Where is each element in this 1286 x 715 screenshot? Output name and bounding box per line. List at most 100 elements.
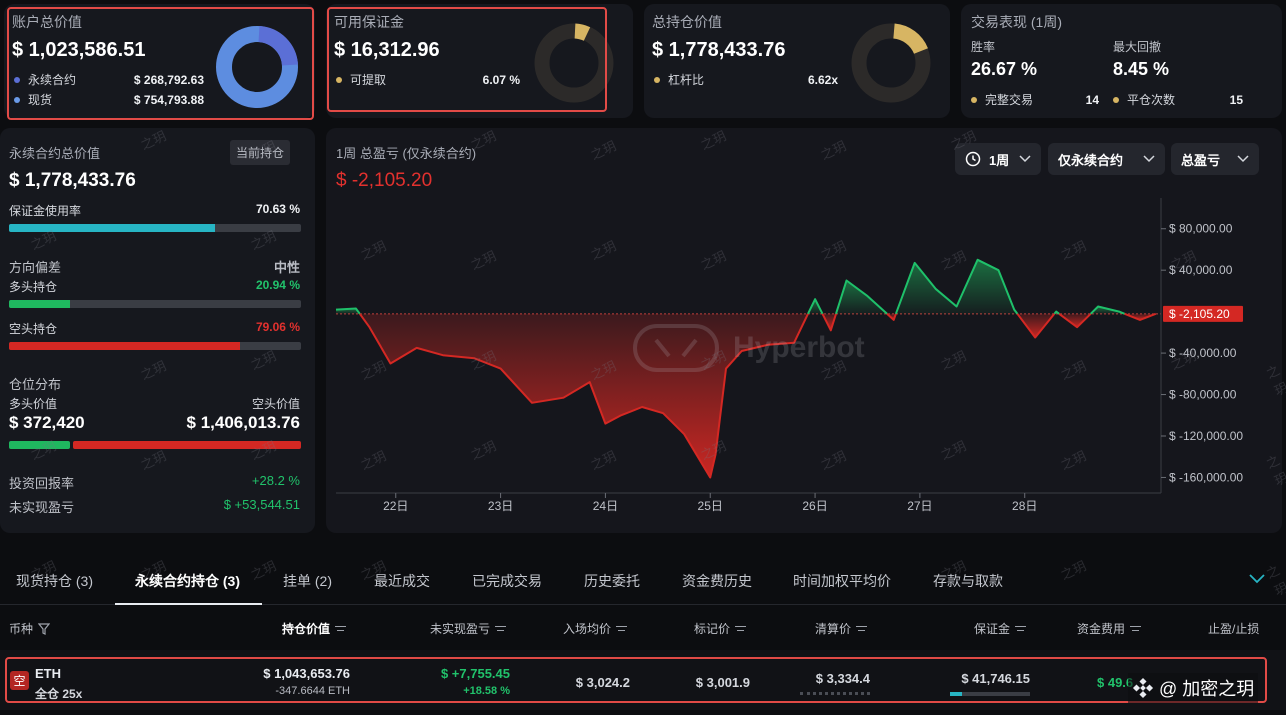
- scope-dropdown[interactable]: 仅永续合约: [1048, 143, 1165, 175]
- x-tick-label: 24日: [593, 499, 618, 513]
- tab-recent-fills[interactable]: 最近成交: [374, 573, 430, 589]
- tab-spot-positions[interactable]: 现货持仓 (3): [16, 573, 93, 589]
- table-row[interactable]: [0, 650, 1286, 710]
- upnl-percent: +18.58 %: [463, 685, 510, 697]
- header-mark-price[interactable]: 标记价: [694, 620, 747, 637]
- tab-bar: [0, 555, 1286, 605]
- collapse-chevron-icon[interactable]: [1249, 574, 1265, 584]
- tab-twap[interactable]: 时间加权平均价: [793, 573, 891, 589]
- period-dropdown[interactable]: 1周: [955, 143, 1041, 175]
- legend-closes: 平仓次数 15: [1113, 91, 1243, 108]
- profit-area: [1090, 306, 1125, 314]
- metric-dropdown[interactable]: 总盈亏: [1171, 143, 1259, 175]
- profit-line: [894, 258, 1019, 315]
- roi-label: 投资回报率: [9, 476, 75, 491]
- coin-name[interactable]: ETH: [35, 666, 61, 681]
- tab-open-orders[interactable]: 挂单 (2): [283, 573, 332, 589]
- leverage-dot-icon: [654, 76, 660, 83]
- sort-icon: [495, 625, 507, 633]
- current-positions-button[interactable]: 当前持仓: [230, 140, 291, 165]
- margin-usage-fill: [9, 224, 216, 232]
- account-donut-chart: [216, 26, 298, 108]
- x-tick-label: 22日: [383, 499, 408, 513]
- margin-level-fill: [950, 692, 962, 696]
- distribution-short: [73, 441, 301, 449]
- y-tick-label: $ -40,000.00: [1169, 346, 1237, 360]
- sort-icon: [1015, 625, 1027, 633]
- tab-deposits-withdrawals[interactable]: 存款与取款: [933, 573, 1003, 589]
- profit-area: [808, 299, 823, 314]
- legend-completed: 完整交易 14: [971, 91, 1099, 108]
- completed-dot-icon: [971, 96, 977, 103]
- x-tick-label: 28日: [1012, 499, 1037, 513]
- sort-icon: [1130, 625, 1142, 633]
- upnl-value: $ +53,544.51: [223, 497, 300, 512]
- corner-watermark: @ 加密之玥: [1128, 673, 1259, 703]
- pnl-value: $ -2,105.20: [336, 170, 433, 191]
- tab-completed-trades[interactable]: 已完成交易: [472, 573, 542, 589]
- tab-perp-positions[interactable]: 永续合约持仓 (3): [135, 573, 240, 589]
- long-value-label: 多头价值: [9, 397, 58, 411]
- position-size: -347.6644 ETH: [275, 685, 350, 697]
- spot-dot-icon: [14, 96, 20, 103]
- header-liq-price[interactable]: 清算价: [815, 620, 868, 637]
- y-tick-label: $ 40,000.00: [1169, 263, 1233, 277]
- win-rate-value: 26.67 %: [971, 59, 1038, 79]
- win-rate-label: 胜率: [971, 40, 996, 54]
- pnl-chart-panel: 1周 总盈亏 (仅永续合约) $ -2,105.20 1周 仅永续合约 总盈亏 …: [326, 128, 1282, 533]
- loss-line: [1124, 312, 1157, 321]
- sort-icon: [735, 625, 747, 633]
- x-tick-label: 23日: [488, 499, 513, 513]
- long-label: 多头持仓: [9, 280, 58, 294]
- holdings-title: 总持仓价值: [652, 14, 722, 30]
- margin-value[interactable]: $ 41,746.15: [961, 671, 1030, 686]
- pnl-area-chart: $ 80,000.00 $ 40,000.00 $ -40,000.00 $ -80,…: [335, 198, 1243, 513]
- header-margin[interactable]: 保证金: [974, 620, 1027, 637]
- distribution-label: 仓位分布: [9, 377, 62, 392]
- profit-line: [807, 298, 824, 315]
- perp-dot-icon: [14, 76, 20, 83]
- margin-title: 可用保证金: [334, 14, 404, 30]
- legend-perp: 永续合约 $ 268,792.63: [14, 71, 204, 88]
- long-position-value: $ 372,420: [9, 413, 85, 432]
- margin-donut-chart: [534, 23, 614, 103]
- long-value: 20.94 %: [255, 278, 300, 292]
- loss-area: [1017, 313, 1055, 338]
- liq-distance-indicator: [800, 692, 870, 695]
- hyperbot-logo-icon: [633, 324, 719, 372]
- legend-spot: 现货 $ 754,793.88: [14, 91, 204, 108]
- header-tp-sl[interactable]: 止盈/止损: [1208, 622, 1260, 636]
- y-tick-label: $ -80,000.00: [1169, 388, 1237, 402]
- tab-funding-history[interactable]: 资金费历史: [682, 573, 752, 589]
- drawdown-label: 最大回撤: [1113, 40, 1162, 54]
- account-value-title: 账户总价值: [12, 14, 82, 30]
- clock-icon: [965, 151, 981, 167]
- holdings-value: $ 1,778,433.76: [652, 39, 786, 61]
- header-entry-price[interactable]: 入场均价: [563, 620, 628, 637]
- legend-withdrawable: 可提取 6.07 %: [336, 71, 520, 88]
- chevron-down-icon: [1019, 155, 1031, 163]
- account-value-card: 账户总价值 $ 1,023,586.51 永续合约 $ 268,792.63 现…: [4, 4, 315, 118]
- loss-line: [1058, 312, 1092, 329]
- drawdown-value: 8.45 %: [1113, 59, 1170, 79]
- margin-usage-bar: [9, 224, 301, 232]
- short-fill: [9, 342, 240, 350]
- binance-logo-icon: [1132, 677, 1154, 699]
- loss-area: [1124, 313, 1156, 320]
- loss-area: [1059, 313, 1091, 328]
- long-fill: [9, 300, 71, 308]
- header-upnl[interactable]: 未实现盈亏: [430, 620, 507, 637]
- mark-price: $ 3,001.9: [695, 675, 750, 690]
- header-funding[interactable]: 资金费用: [1077, 620, 1142, 637]
- filter-icon[interactable]: [38, 622, 51, 635]
- profit-line: [1053, 310, 1060, 315]
- margin-mode: 全仓 25x: [35, 687, 83, 701]
- tab-order-history[interactable]: 历史委托: [584, 573, 640, 589]
- loss-line: [886, 313, 897, 321]
- loss-area: [359, 313, 808, 478]
- holdings-donut-chart: [851, 23, 931, 103]
- legend-leverage: 杠杆比 6.62x: [654, 71, 838, 88]
- header-position-value[interactable]: 持仓价值: [282, 620, 347, 637]
- perp-value: $ 1,778,433.76: [9, 170, 136, 191]
- header-coin[interactable]: 币种: [9, 620, 51, 637]
